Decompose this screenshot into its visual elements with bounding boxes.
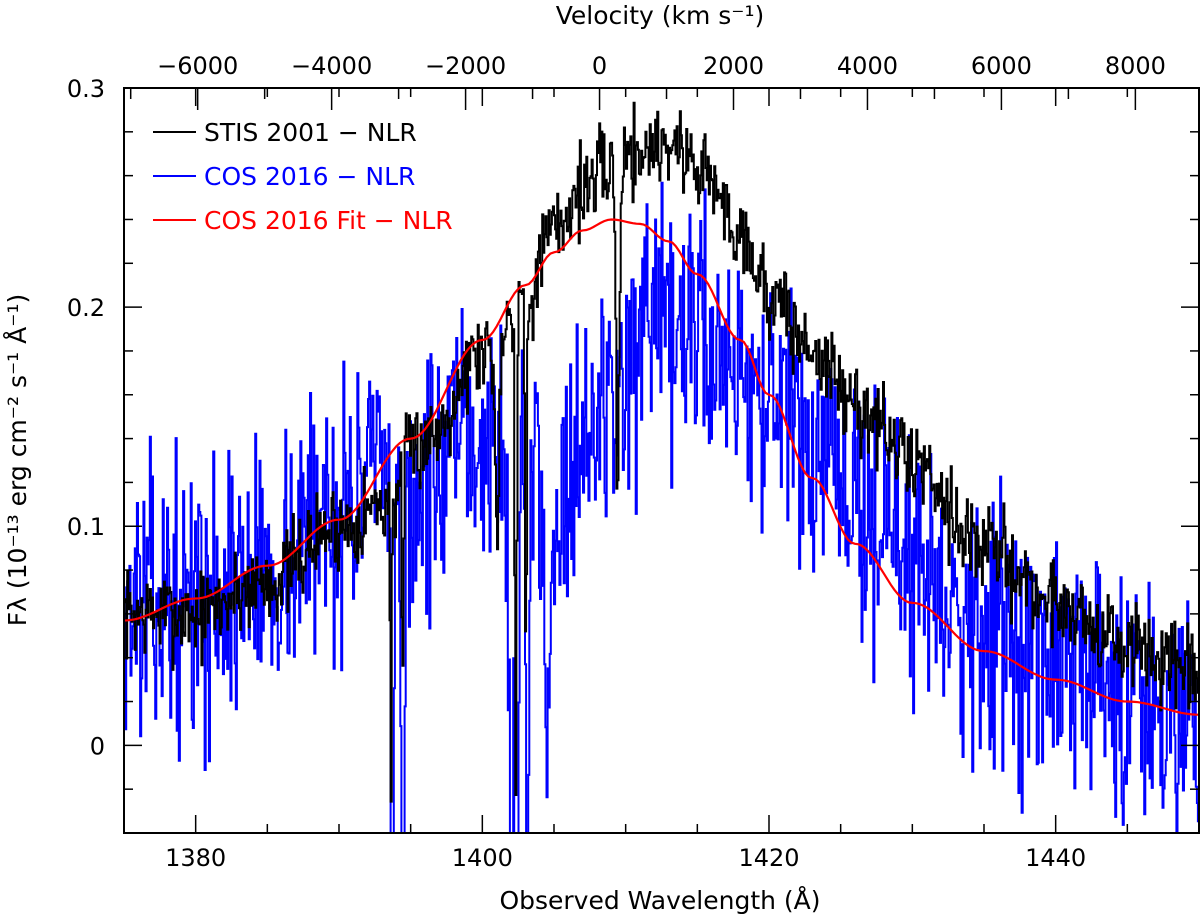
top-tick-label: 0 bbox=[592, 52, 607, 80]
series-layer bbox=[124, 101, 1199, 833]
y-tick-label: 0 bbox=[90, 732, 105, 760]
series-line-fit bbox=[124, 218, 1199, 716]
series-line-stis bbox=[124, 101, 1199, 803]
top-tick-label: 8000 bbox=[1105, 52, 1166, 80]
x-tick-label: 1420 bbox=[738, 844, 799, 872]
top-tick-label: 6000 bbox=[971, 52, 1032, 80]
y-tick-label: 0.3 bbox=[67, 75, 105, 103]
y-tick-label: 0.1 bbox=[67, 513, 105, 541]
x-tick-label: 1440 bbox=[1025, 844, 1086, 872]
top-tick-label: 2000 bbox=[703, 52, 764, 80]
y-tick-label: 0.2 bbox=[67, 294, 105, 322]
top-axis-title: Velocity (km s⁻¹) bbox=[556, 1, 765, 30]
x-tick-label: 1380 bbox=[165, 844, 226, 872]
legend-label-cos: COS 2016 − NLR bbox=[204, 162, 415, 191]
x-tick-label: 1400 bbox=[452, 844, 513, 872]
x-axis-title: Observed Wavelength (Å) bbox=[499, 886, 820, 915]
ticks-layer: 1380 1400 1420 1440 −6000 −4000 −2000 0 2000 4000… bbox=[67, 52, 1200, 872]
series-line-cos bbox=[124, 181, 1199, 833]
legend: STIS 2001 − NLR COS 2016 − NLR COS 2016 … bbox=[153, 118, 453, 235]
top-tick-label: −2000 bbox=[425, 52, 506, 80]
top-tick-label: −4000 bbox=[291, 52, 372, 80]
y-axis-title: Fλ (10⁻¹³ erg cm⁻² s⁻¹ Å⁻¹) bbox=[3, 294, 32, 626]
legend-label-stis: STIS 2001 − NLR bbox=[204, 118, 417, 147]
plot-frame bbox=[123, 87, 1200, 834]
top-tick-label: −6000 bbox=[157, 52, 238, 80]
legend-label-fit: COS 2016 Fit − NLR bbox=[204, 206, 453, 235]
top-tick-label: 4000 bbox=[837, 52, 898, 80]
